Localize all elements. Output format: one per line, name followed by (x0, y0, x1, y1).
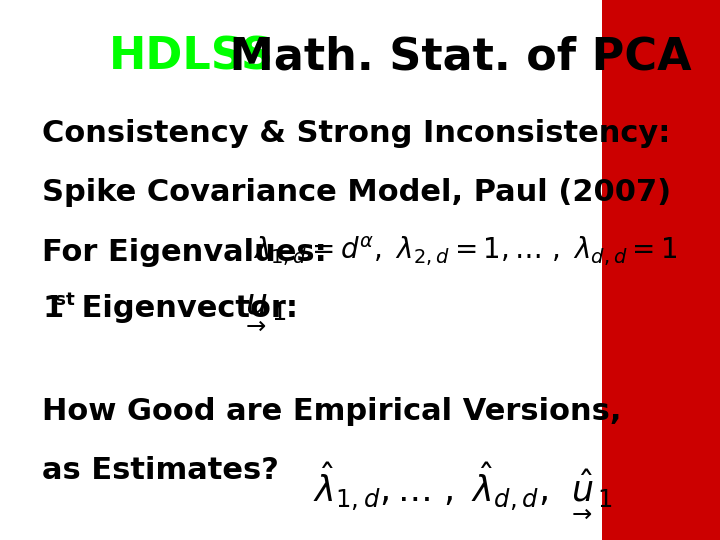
Text: How Good are Empirical Versions,: How Good are Empirical Versions, (42, 397, 621, 426)
Text: For Eigenvalues:: For Eigenvalues: (42, 238, 327, 267)
Text: as Estimates?: as Estimates? (42, 456, 279, 485)
Text: $\underset{\to}{u}_{1}$: $\underset{\to}{u}_{1}$ (241, 293, 287, 332)
Text: Math. Stat. of PCA: Math. Stat. of PCA (214, 35, 691, 78)
Text: st: st (55, 291, 75, 308)
Text: 1: 1 (42, 294, 63, 323)
Text: Spike Covariance Model, Paul (2007): Spike Covariance Model, Paul (2007) (42, 178, 671, 207)
Text: Consistency & Strong Inconsistency:: Consistency & Strong Inconsistency: (42, 119, 670, 148)
Text: HDLSS: HDLSS (109, 35, 274, 78)
Ellipse shape (0, 0, 702, 540)
Text: $\hat{\lambda}_{1,d},\ldots\ ,\ \hat{\lambda}_{d,d},\ \hat{\underset{\to}{u}}_{1: $\hat{\lambda}_{1,d},\ldots\ ,\ \hat{\la… (313, 460, 613, 519)
Text: Eigenvector:: Eigenvector: (71, 294, 298, 323)
Ellipse shape (0, 0, 603, 540)
Text: $\lambda_{1,d} = d^{\alpha},\ \lambda_{2,d} = 1,\ldots\ ,\ \lambda_{d,d} = 1$: $\lambda_{1,d} = d^{\alpha},\ \lambda_{2… (253, 235, 678, 268)
